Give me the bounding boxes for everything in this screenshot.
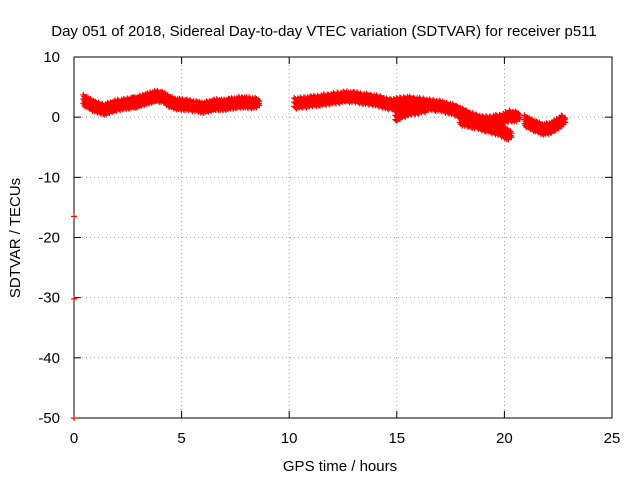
data-point-marker	[505, 136, 512, 143]
data-point-marker	[516, 114, 523, 121]
y-tick-label: -20	[38, 230, 60, 247]
x-tick-label: 25	[604, 430, 621, 447]
y-tick-label: -10	[38, 169, 60, 186]
data-point-marker	[252, 103, 259, 110]
data-point-marker	[426, 103, 433, 110]
data-point-marker	[71, 213, 77, 220]
data-point-marker	[256, 100, 263, 107]
y-axis-tick-labels: -50 -40 -30 -20 -10 0 10	[38, 49, 60, 427]
data-points	[71, 87, 569, 421]
y-tick-label: -50	[38, 410, 60, 427]
data-point-marker	[561, 116, 568, 123]
data-point-marker	[507, 132, 514, 139]
y-axis-label: SDTVAR / TECUs	[7, 178, 24, 298]
y-tick-label: -40	[38, 350, 60, 367]
axis-ticks	[73, 56, 613, 419]
y-tick-label: 0	[52, 109, 60, 126]
data-point-marker	[559, 121, 566, 128]
chart-title: Day 051 of 2018, Sidereal Day-to-day VTE…	[51, 23, 597, 40]
x-tick-label: 5	[177, 430, 185, 447]
data-point-marker	[71, 295, 77, 302]
x-tick-label: 0	[70, 430, 78, 447]
y-tick-label: 10	[43, 49, 60, 66]
x-tick-label: 20	[496, 430, 513, 447]
data-point-marker	[423, 107, 430, 114]
data-point-marker	[71, 415, 77, 421]
x-axis-label: GPS time / hours	[283, 458, 397, 475]
data-point-marker	[512, 116, 519, 123]
data-point-marker	[253, 104, 260, 111]
y-tick-label: -30	[38, 290, 60, 307]
x-tick-label: 15	[388, 430, 405, 447]
x-tick-label: 10	[281, 430, 298, 447]
x-axis-tick-labels: 0 5 10 15 20 25	[70, 430, 621, 447]
data-point-marker	[513, 118, 520, 125]
